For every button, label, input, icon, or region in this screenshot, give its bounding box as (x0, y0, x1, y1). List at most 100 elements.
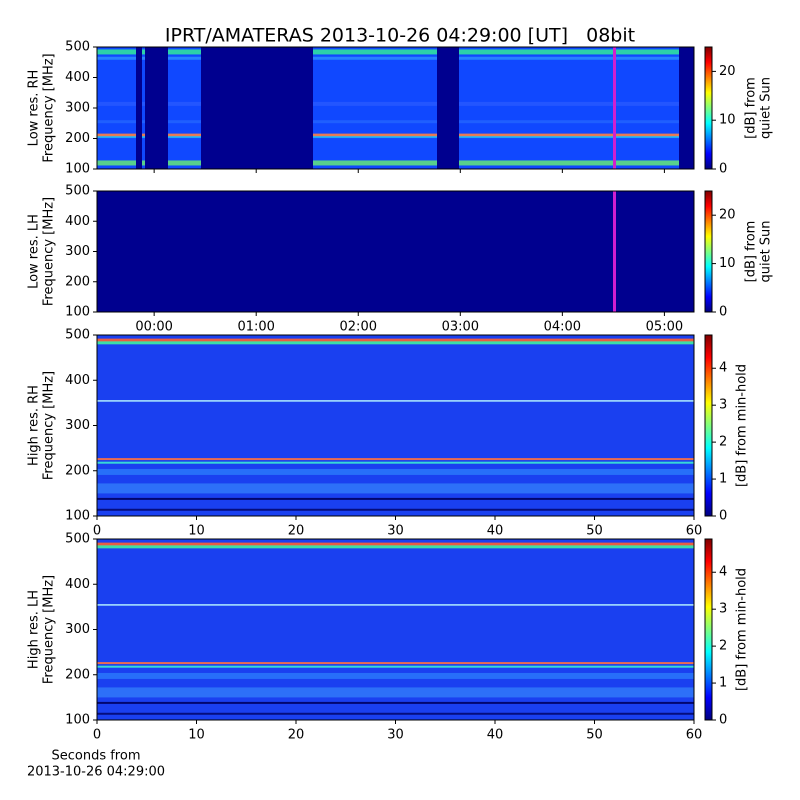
y-tick-label: 200 (65, 274, 90, 289)
spectral-band (97, 508, 694, 511)
x-axis-label: 2013-10-26 04:29:00 (27, 765, 165, 780)
y-tick-label: 300 (65, 101, 90, 116)
y-axis-label: Frequency [MHz] (42, 53, 57, 162)
y-axis-label: Frequency [MHz] (42, 575, 57, 684)
x-tick-label: 10 (188, 728, 205, 743)
y-tick-label: 500 (65, 184, 90, 199)
x-tick-label: 30 (387, 728, 404, 743)
data-gap (437, 47, 459, 169)
spectral-band (97, 341, 694, 345)
colorbar-tick-label: 4 (719, 361, 727, 376)
spectral-band (97, 56, 694, 60)
spectral-band (97, 101, 694, 106)
spectral-band (97, 672, 694, 679)
colorbar-tick-label: 0 (719, 509, 727, 524)
x-tick-label: 10 (188, 524, 205, 539)
x-tick-label: 0 (93, 524, 101, 539)
spectral-band (97, 545, 694, 549)
y-tick-label: 400 (65, 373, 90, 388)
colorbar-label: [dB] from (744, 221, 759, 283)
y-axis-label: High res. RH (27, 385, 42, 466)
y-tick-label: 400 (65, 70, 90, 85)
y-tick-label: 500 (65, 40, 90, 55)
spectral-band (97, 497, 694, 500)
y-tick-label: 100 (65, 713, 90, 728)
spectral-band (97, 338, 694, 342)
colorbar-tick-label: 2 (719, 435, 727, 450)
colorbar-tick-label: 0 (719, 713, 727, 728)
spectral-band (97, 712, 694, 715)
x-tick-label: 20 (288, 524, 305, 539)
colorbar-tick-label: 4 (719, 565, 727, 580)
chart-title: IPRT/AMATERAS 2013-10-26 04:29:00 [UT] 0… (165, 25, 635, 47)
spectrogram-bg (97, 47, 694, 169)
y-axis-label: High res. LH (27, 590, 42, 669)
colorbar (704, 334, 713, 517)
y-tick-label: 200 (65, 667, 90, 682)
colorbar-tick-label: 2 (719, 639, 727, 654)
colorbar (704, 538, 713, 721)
data-gap (679, 47, 694, 169)
x-tick-label: 05:00 (646, 320, 683, 335)
x-tick-label: 20 (288, 728, 305, 743)
spectral-band (97, 461, 694, 464)
y-tick-label: 300 (65, 418, 90, 433)
x-tick-label: 40 (487, 728, 504, 743)
x-tick-label: 30 (387, 524, 404, 539)
colorbar-tick-label: 1 (719, 676, 727, 691)
spectral-band (97, 662, 694, 665)
spectral-band (97, 49, 694, 55)
x-tick-label: 00:00 (135, 320, 172, 335)
colorbar-tick-label: 20 (719, 64, 736, 79)
marker-line (613, 47, 616, 169)
spectral-band (97, 604, 694, 606)
colorbar (704, 46, 713, 170)
colorbar-label: [dB] from min-hold (735, 568, 750, 691)
spectrogram-bg (97, 191, 694, 312)
spectral-band (97, 542, 694, 546)
y-axis-label: Low res. LH (27, 214, 42, 289)
x-tick-label: 40 (487, 524, 504, 539)
spectral-band (97, 483, 694, 494)
spectral-band (97, 687, 694, 698)
spectral-band (97, 400, 694, 402)
colorbar-tick-label: 3 (719, 398, 727, 413)
colorbar-tick-label: 0 (719, 162, 727, 177)
x-tick-label: 03:00 (442, 320, 479, 335)
colorbar-tick-label: 10 (719, 256, 736, 271)
spectral-band (97, 665, 694, 668)
spectral-band (97, 136, 694, 139)
x-tick-label: 02:00 (340, 320, 377, 335)
data-gap (145, 47, 168, 169)
colorbar (704, 190, 713, 313)
spectral-band (97, 468, 694, 475)
x-tick-label: 60 (686, 524, 703, 539)
y-tick-label: 500 (65, 532, 90, 547)
y-tick-label: 100 (65, 305, 90, 320)
x-tick-label: 50 (586, 524, 603, 539)
y-tick-label: 300 (65, 244, 90, 259)
y-tick-label: 200 (65, 463, 90, 478)
y-axis-label: Low res. RH (27, 70, 42, 147)
y-tick-label: 100 (65, 509, 90, 524)
x-tick-label: 60 (686, 728, 703, 743)
colorbar-tick-label: 0 (719, 305, 727, 320)
colorbar-tick-label: 20 (719, 208, 736, 223)
spectral-band (97, 160, 694, 166)
colorbar-label: [dB] from min-hold (735, 364, 750, 487)
colorbar-label: [dB] from (744, 77, 759, 139)
spectral-band (97, 133, 694, 137)
y-axis-label: Frequency [MHz] (42, 197, 57, 306)
x-tick-label: 01:00 (237, 320, 274, 335)
colorbar-tick-label: 3 (719, 602, 727, 617)
x-axis-label: Seconds from (51, 749, 140, 764)
y-tick-label: 200 (65, 131, 90, 146)
colorbar-label: quiet Sun (759, 220, 774, 282)
x-tick-label: 50 (586, 728, 603, 743)
y-axis-label: Frequency [MHz] (42, 371, 57, 480)
y-tick-label: 300 (65, 622, 90, 637)
spectral-band (97, 458, 694, 461)
x-tick-label: 04:00 (544, 320, 581, 335)
colorbar-tick-label: 1 (719, 472, 727, 487)
